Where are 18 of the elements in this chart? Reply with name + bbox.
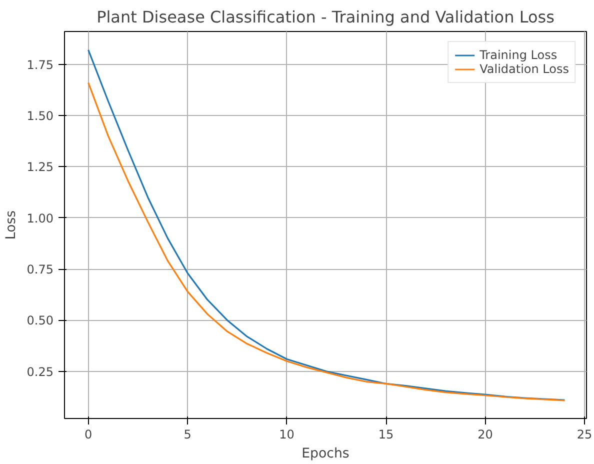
x-tick-label: 0 bbox=[84, 428, 92, 442]
y-tick-label: 0.75 bbox=[26, 262, 54, 277]
chart-title: Plant Disease Classification - Training and Validation Loss bbox=[96, 8, 554, 26]
y-axis-title: Loss bbox=[4, 210, 19, 240]
y-tick-label: 1.50 bbox=[26, 108, 54, 123]
x-tick-label: 5 bbox=[184, 428, 192, 442]
legend-label: Training Loss bbox=[480, 48, 558, 62]
x-axis-title: Epochs bbox=[302, 446, 350, 462]
x-tick-label: 15 bbox=[378, 428, 394, 442]
x-tick-label: 25 bbox=[576, 428, 592, 442]
x-tick-label: 10 bbox=[279, 428, 294, 442]
y-tick-label: 1.75 bbox=[26, 58, 54, 72]
y-tick-label: 1.25 bbox=[26, 160, 54, 174]
y-tick-label: 0.50 bbox=[26, 314, 54, 328]
legend-label: Validation Loss bbox=[480, 62, 569, 76]
x-tick-label: 20 bbox=[478, 428, 493, 442]
y-tick-label: 1.00 bbox=[26, 211, 54, 226]
y-tick-label: 0.25 bbox=[26, 364, 54, 379]
